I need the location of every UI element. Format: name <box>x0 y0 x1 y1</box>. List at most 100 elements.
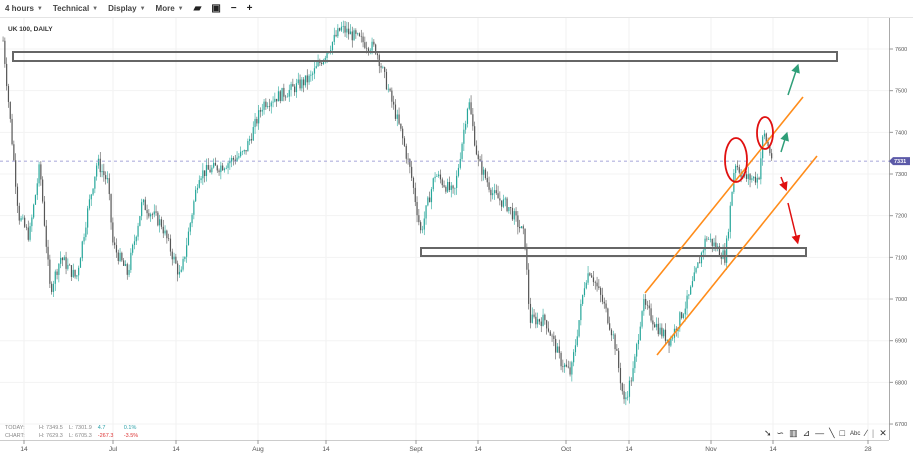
candle-body <box>250 139 253 141</box>
candle-body <box>488 182 490 190</box>
candle-body <box>713 242 715 246</box>
candle-body <box>56 271 58 275</box>
fib-icon[interactable]: ▥ <box>789 428 798 438</box>
fan-icon[interactable]: ⊿ <box>802 428 811 438</box>
candle-body <box>281 87 283 102</box>
candle-body <box>227 163 229 168</box>
candle-body <box>272 101 274 103</box>
candle-body <box>186 245 188 257</box>
candle-body <box>652 320 654 325</box>
candle-body <box>371 41 373 51</box>
delete-icon[interactable]: ✕ <box>879 428 887 438</box>
channel-upper-line[interactable] <box>644 96 804 294</box>
candle-body <box>702 250 704 253</box>
candle-body <box>81 241 83 259</box>
zoom-in-icon[interactable]: + <box>246 3 253 14</box>
candle-body <box>304 75 307 86</box>
candle-body <box>94 176 96 189</box>
candle-body <box>522 226 524 229</box>
highlight-circle[interactable] <box>756 116 774 150</box>
text-icon[interactable]: Abc <box>850 431 861 437</box>
pointer-icon[interactable]: ➘ <box>764 428 772 438</box>
candle-body <box>425 205 427 219</box>
candle-body <box>587 273 589 283</box>
candle-body <box>105 175 107 180</box>
candle-body <box>290 84 292 90</box>
candle-body <box>150 214 152 217</box>
candle-body <box>49 259 51 284</box>
arrow-down-icon[interactable] <box>787 202 801 245</box>
candle-body <box>641 311 643 327</box>
candle-body <box>25 226 28 228</box>
candle-body <box>409 159 411 167</box>
x-tick-label: 14 <box>769 446 777 453</box>
candle-body <box>690 286 692 295</box>
candle-body <box>567 366 569 368</box>
folder-open-icon[interactable]: ▰ <box>193 3 202 14</box>
pencil-icon[interactable]: ∕ <box>865 428 867 438</box>
zoom-out-icon[interactable]: − <box>230 3 237 14</box>
technical-label: Technical <box>52 4 90 13</box>
candle-body <box>450 185 452 191</box>
candle-body <box>126 264 128 275</box>
candle-body <box>396 114 398 119</box>
trend-line-icon[interactable]: ╲ <box>829 428 835 438</box>
candle-body <box>598 286 600 288</box>
candle-body <box>258 110 260 124</box>
arrow-down-icon[interactable] <box>779 176 788 192</box>
candle-body <box>121 252 123 261</box>
candle-body <box>459 158 461 168</box>
candle-body <box>636 344 638 357</box>
curve-icon[interactable]: ∽ <box>776 428 785 438</box>
candle-body <box>279 91 281 102</box>
candle-body <box>360 35 362 37</box>
candle-body <box>403 138 406 146</box>
candle-body <box>13 144 15 161</box>
candle-body <box>648 305 650 309</box>
candle-body <box>661 327 663 337</box>
candle-body <box>155 211 157 213</box>
highlight-circle[interactable] <box>724 137 748 183</box>
horizontal-line-icon[interactable]: — <box>815 428 825 438</box>
candle-body <box>542 314 544 326</box>
today-stats: TODAY: H: 7349.5 L: 7301.9 4.7 0.1% <box>5 425 144 433</box>
candle-body <box>209 169 211 173</box>
candle-body <box>421 229 424 231</box>
candle-body <box>367 48 370 52</box>
candle-body <box>553 335 555 339</box>
candle-body <box>373 41 375 45</box>
support-zone-rectangle[interactable] <box>420 247 807 257</box>
candle-body <box>718 246 721 256</box>
candle-body <box>238 156 240 158</box>
resistance-zone-rectangle[interactable] <box>12 51 838 62</box>
technical-dropdown[interactable]: Technical ▼ <box>53 4 98 13</box>
candle-body <box>607 308 609 324</box>
candle-body <box>268 106 271 107</box>
candle-body <box>672 337 674 339</box>
candle-body <box>240 151 242 157</box>
candle-body <box>7 86 10 102</box>
candle-body <box>468 102 470 109</box>
rectangle-icon[interactable]: □ <box>839 428 846 438</box>
candle-body <box>585 282 587 289</box>
candle-body <box>45 225 47 247</box>
candle-body <box>411 166 413 178</box>
arrow-up-icon[interactable] <box>780 131 789 153</box>
interval-dropdown[interactable]: 4 hours ▼ <box>5 4 43 13</box>
display-dropdown[interactable]: Display ▼ <box>108 4 145 13</box>
x-tick-label: 14 <box>625 446 633 453</box>
candle-body <box>195 189 197 202</box>
candle-body <box>29 226 31 240</box>
candle-body <box>254 118 256 128</box>
candle-body <box>596 282 598 287</box>
candle-body <box>115 245 118 253</box>
more-dropdown[interactable]: More ▼ <box>156 4 184 13</box>
candle-body <box>326 52 328 58</box>
candle-body <box>616 349 618 351</box>
save-icon[interactable]: ▣ <box>211 3 221 14</box>
channel-lower-line[interactable] <box>656 155 818 356</box>
arrow-up-icon[interactable] <box>787 63 800 96</box>
candle-body <box>51 283 53 292</box>
candle-body <box>463 129 465 144</box>
